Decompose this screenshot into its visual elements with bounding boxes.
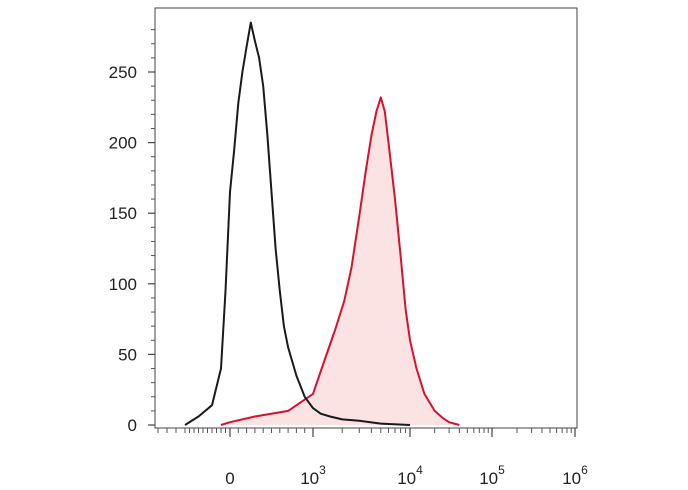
y-tick-label-0: 0 <box>128 416 137 435</box>
x-tick-label-0: 0 <box>225 469 234 488</box>
axis-layer <box>148 29 576 437</box>
y-tick-label-50: 50 <box>118 345 137 364</box>
y-tick-label-200: 200 <box>109 134 137 153</box>
series-0-line <box>184 21 411 426</box>
plot-frame <box>154 7 578 429</box>
x-tick-label-1000: 103 <box>300 463 326 488</box>
label-layer: 0 50 100 150 200 250 0 103 104 105 106 <box>109 63 588 488</box>
x-tick-label-100000: 105 <box>479 463 505 488</box>
y-tick-label-250: 250 <box>109 63 137 82</box>
y-tick-label-100: 100 <box>109 275 137 294</box>
y-tick-label-150: 150 <box>109 204 137 223</box>
x-tick-label-1000000: 106 <box>562 463 588 488</box>
series-1-fill <box>221 97 460 426</box>
series-layer <box>184 21 460 426</box>
series-1-line <box>220 96 460 426</box>
x-tick-label-10000: 104 <box>397 463 423 488</box>
